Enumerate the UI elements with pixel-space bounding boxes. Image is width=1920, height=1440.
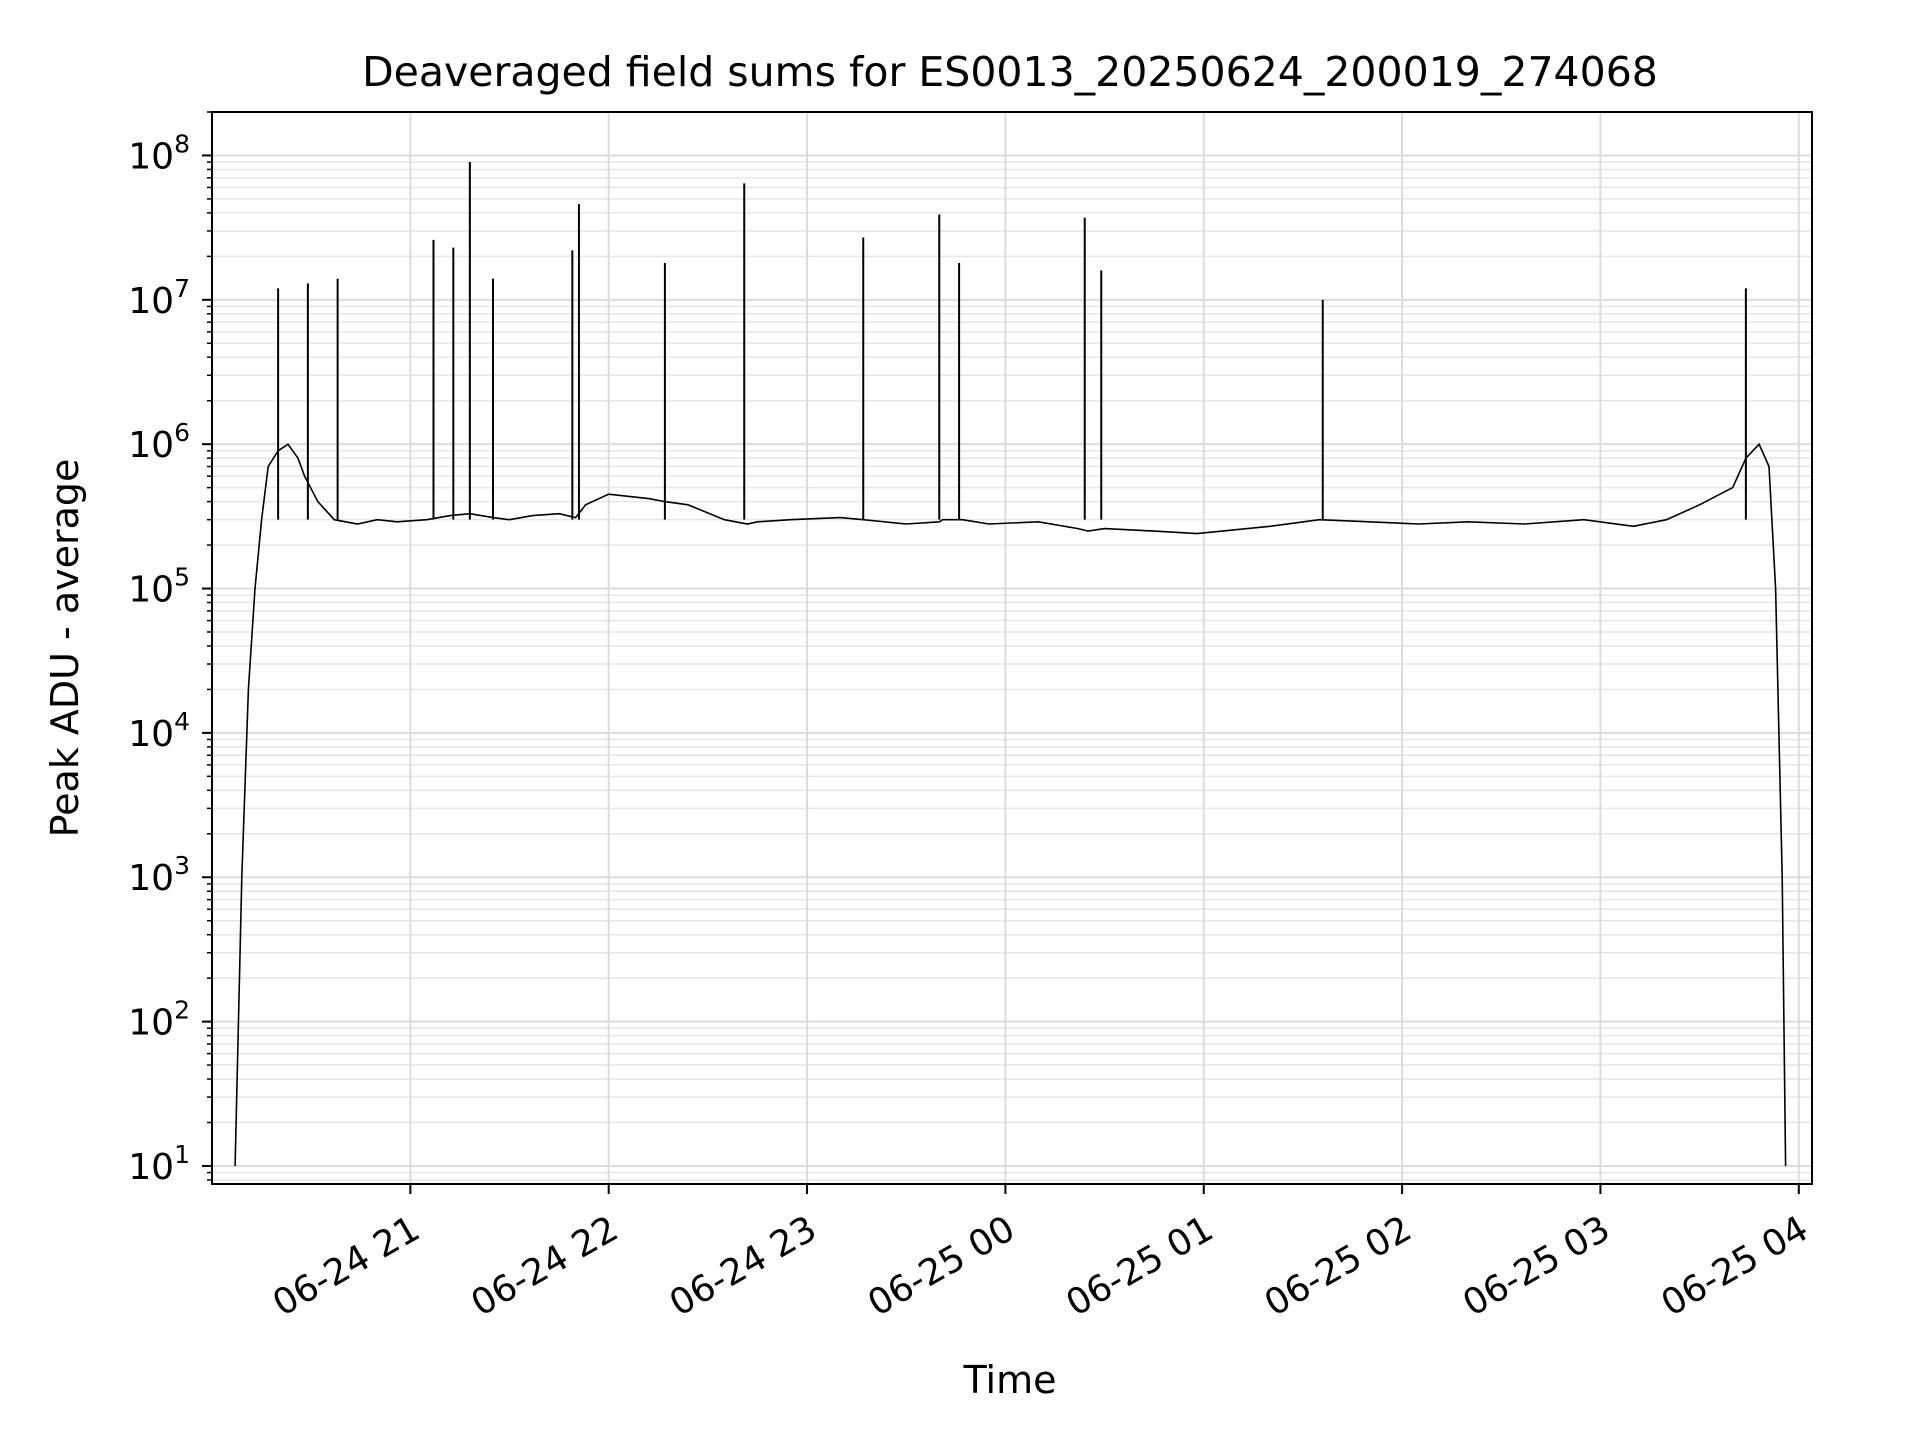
y-tick-label: 108 — [128, 129, 190, 177]
y-tick-label: 101 — [128, 1140, 190, 1188]
x-tick-label: 06-24 21 — [266, 1208, 427, 1324]
y-tick-label: 106 — [128, 418, 190, 466]
y-tick-label: 107 — [128, 274, 190, 322]
x-tick-label: 06-25 01 — [1060, 1208, 1221, 1324]
x-tick-label: 06-24 23 — [663, 1208, 824, 1324]
x-tick-label: 06-25 04 — [1655, 1208, 1816, 1324]
chart-title: Deaveraged field sums for ES0013_2025062… — [362, 48, 1658, 96]
series-layer — [234, 162, 1787, 1167]
x-tick-label: 06-25 02 — [1258, 1208, 1419, 1324]
x-axis-label: Time — [963, 1358, 1057, 1402]
x-tick-label: 06-25 03 — [1456, 1208, 1617, 1324]
y-tick-label: 105 — [128, 563, 190, 611]
series-line — [234, 442, 1787, 1167]
y-tick-label: 103 — [128, 851, 190, 899]
y-tick-label: 102 — [128, 996, 190, 1044]
x-tick-label: 06-25 00 — [861, 1208, 1022, 1324]
tick-layer: 101 102 103 104 105 106 107 108 06-24 21 06-24 22… — [128, 111, 1816, 1325]
grid-layer — [212, 111, 1812, 1184]
plot-frame — [211, 111, 1813, 1185]
y-tick-label: 104 — [128, 707, 190, 755]
x-tick-label: 06-24 22 — [465, 1208, 626, 1324]
y-axis-label: Peak ADU - average — [43, 459, 87, 838]
